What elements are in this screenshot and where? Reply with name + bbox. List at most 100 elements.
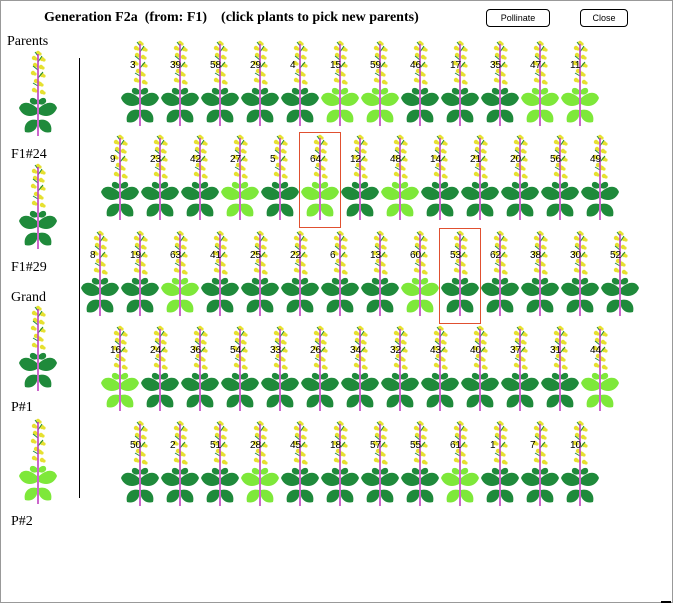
plant-56[interactable]: [540, 134, 580, 222]
plant-38[interactable]: [520, 230, 560, 318]
plant-4[interactable]: [280, 40, 320, 128]
plant-62[interactable]: [480, 230, 520, 318]
plant-26[interactable]: [300, 325, 340, 413]
plant-59[interactable]: [360, 40, 400, 128]
plant-21[interactable]: [460, 134, 500, 222]
parent1-plant: [18, 50, 58, 138]
plant-36[interactable]: [180, 325, 220, 413]
plant-number-label: 29: [250, 60, 262, 71]
plant-14[interactable]: [420, 134, 460, 222]
plant-number-label: 60: [410, 250, 422, 261]
plant-40[interactable]: [460, 325, 500, 413]
plant-number-label: 1: [490, 440, 496, 451]
plant-number-label: 41: [210, 250, 222, 261]
plant-1[interactable]: [480, 420, 520, 508]
plant-number-label: 7: [530, 440, 536, 451]
plant-27[interactable]: [220, 134, 260, 222]
plant-42[interactable]: [180, 134, 220, 222]
plant-number-label: 45: [290, 440, 302, 451]
plant-number-label: 56: [550, 154, 562, 165]
pollinate-button[interactable]: Pollinate: [486, 9, 550, 27]
plant-33[interactable]: [260, 325, 300, 413]
plant-10[interactable]: [560, 420, 600, 508]
plant-54[interactable]: [220, 325, 260, 413]
plant-52[interactable]: [600, 230, 640, 318]
plant-number-label: 36: [190, 345, 202, 356]
plant-49[interactable]: [580, 134, 620, 222]
plant-47[interactable]: [520, 40, 560, 128]
plant-20[interactable]: [500, 134, 540, 222]
plant-31[interactable]: [540, 325, 580, 413]
plant-number-label: 39: [170, 60, 182, 71]
plant-number-label: 59: [370, 60, 382, 71]
plant-number-label: 2: [170, 440, 176, 451]
plant-18[interactable]: [320, 420, 360, 508]
plant-57[interactable]: [360, 420, 400, 508]
plant-number-label: 43: [430, 345, 442, 356]
sidebar-divider: [79, 58, 80, 498]
plant-60[interactable]: [400, 230, 440, 318]
plant-23[interactable]: [140, 134, 180, 222]
plant-number-label: 19: [130, 250, 142, 261]
plant-number-label: 58: [210, 60, 222, 71]
plant-46[interactable]: [400, 40, 440, 128]
plant-55[interactable]: [400, 420, 440, 508]
plant-7[interactable]: [520, 420, 560, 508]
plant-29[interactable]: [240, 40, 280, 128]
plant-12[interactable]: [340, 134, 380, 222]
plant-28[interactable]: [240, 420, 280, 508]
plant-15[interactable]: [320, 40, 360, 128]
plant-number-label: 64: [310, 154, 322, 165]
plant-48[interactable]: [380, 134, 420, 222]
plant-5[interactable]: [260, 134, 300, 222]
plant-9[interactable]: [100, 134, 140, 222]
plant-41[interactable]: [200, 230, 240, 318]
plant-number-label: 49: [590, 154, 602, 165]
plant-16[interactable]: [100, 325, 140, 413]
plant-number-label: 32: [390, 345, 402, 356]
plant-number-label: 28: [250, 440, 262, 451]
plant-51[interactable]: [200, 420, 240, 508]
plant-35[interactable]: [480, 40, 520, 128]
plant-6[interactable]: [320, 230, 360, 318]
plant-53[interactable]: [440, 230, 480, 318]
plant-number-label: 35: [490, 60, 502, 71]
plant-number-label: 12: [350, 154, 362, 165]
close-button[interactable]: Close: [580, 9, 628, 27]
plant-number-label: 50: [130, 440, 142, 451]
plant-44[interactable]: [580, 325, 620, 413]
plant-24[interactable]: [140, 325, 180, 413]
parent2-plant: [18, 163, 58, 251]
plant-25[interactable]: [240, 230, 280, 318]
plant-11[interactable]: [560, 40, 600, 128]
plant-61[interactable]: [440, 420, 480, 508]
plant-8[interactable]: [80, 230, 120, 318]
plant-number-label: 57: [370, 440, 382, 451]
plant-2[interactable]: [160, 420, 200, 508]
plant-58[interactable]: [200, 40, 240, 128]
plant-number-label: 14: [430, 154, 442, 165]
plant-19[interactable]: [120, 230, 160, 318]
plant-32[interactable]: [380, 325, 420, 413]
plant-63[interactable]: [160, 230, 200, 318]
plant-50[interactable]: [120, 420, 160, 508]
plant-22[interactable]: [280, 230, 320, 318]
plant-number-label: 37: [510, 345, 522, 356]
plant-37[interactable]: [500, 325, 540, 413]
plant-34[interactable]: [340, 325, 380, 413]
plant-number-label: 61: [450, 440, 462, 451]
plant-number-label: 9: [110, 154, 116, 165]
plant-13[interactable]: [360, 230, 400, 318]
plant-30[interactable]: [560, 230, 600, 318]
plant-39[interactable]: [160, 40, 200, 128]
grand1-plant: [18, 305, 58, 393]
plant-3[interactable]: [120, 40, 160, 128]
plant-43[interactable]: [420, 325, 460, 413]
plant-number-label: 3: [130, 60, 136, 71]
plant-number-label: 8: [90, 250, 96, 261]
plant-17[interactable]: [440, 40, 480, 128]
plant-number-label: 55: [410, 440, 422, 451]
plant-64[interactable]: [300, 134, 340, 222]
plant-45[interactable]: [280, 420, 320, 508]
plant-number-label: 27: [230, 154, 242, 165]
